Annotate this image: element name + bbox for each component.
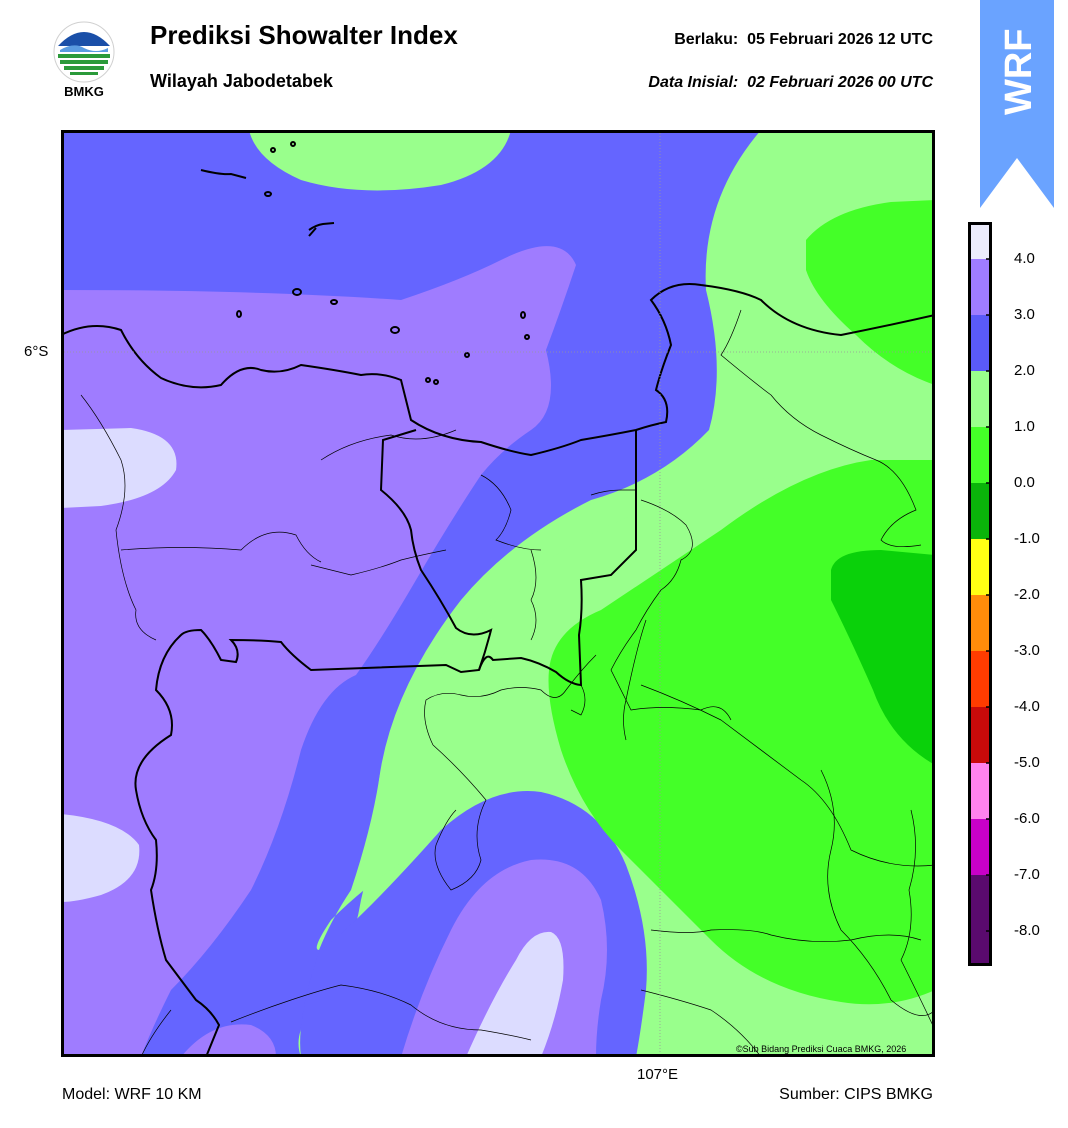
contour-3-to-4-southwest xyxy=(61,814,140,902)
colorbar-tick-label: 3.0 xyxy=(1014,306,1035,323)
colorbar-segment xyxy=(968,875,992,966)
valid-time-value: 05 Februari 2026 12 UTC xyxy=(747,31,933,48)
coast-west-jakarta xyxy=(61,283,935,457)
colorbar-tick-label: 2.0 xyxy=(1014,362,1035,379)
contour-2-to-3-southwest-corner xyxy=(181,1024,276,1057)
district-line xyxy=(570,684,586,716)
island xyxy=(270,147,276,153)
contour-3-to-4-south xyxy=(466,931,564,1057)
district-line xyxy=(623,619,647,741)
colorbar-tick-label: -2.0 xyxy=(1014,586,1040,603)
valid-time: Berlaku: 05 Februari 2026 12 UTC xyxy=(674,31,933,49)
island xyxy=(433,379,439,385)
longitude-label: 107°E xyxy=(637,1066,679,1083)
colorbar-tick-label: -3.0 xyxy=(1014,642,1040,659)
colorbar-frame xyxy=(968,222,992,966)
model-label: Model: WRF 10 KM xyxy=(62,1086,202,1103)
colorbar-tick-label: -5.0 xyxy=(1014,754,1040,771)
district-line xyxy=(424,654,597,746)
colorbar-segment xyxy=(968,539,992,595)
thousand-islands xyxy=(200,141,530,385)
island xyxy=(264,191,272,197)
colorbar-tick-label: -6.0 xyxy=(1014,810,1040,827)
island xyxy=(200,169,247,179)
contour-neg1-to-0-northeast xyxy=(806,200,935,385)
logo-text: BMKG xyxy=(64,84,104,99)
island xyxy=(520,311,526,319)
colorbar xyxy=(968,222,992,966)
bmkg-logo xyxy=(52,20,116,100)
colorbar-segment xyxy=(968,483,992,539)
colorbar-segment xyxy=(968,427,992,483)
map-frame xyxy=(61,130,935,1057)
valid-label: Berlaku: xyxy=(674,31,739,48)
colorbar-segment xyxy=(968,259,992,315)
colorbar-segment xyxy=(968,222,992,259)
island xyxy=(292,288,302,296)
region-subtitle: Wilayah Jabodetabek xyxy=(150,71,333,91)
init-time-value: 02 Februari 2026 00 UTC xyxy=(747,74,933,91)
colorbar-segment xyxy=(968,819,992,875)
colorbar-svg xyxy=(968,222,992,966)
district-line xyxy=(640,989,762,1057)
province-boundary-banten xyxy=(134,429,493,1057)
contour-0-to-1-top xyxy=(249,130,511,191)
bmkg-logo-icon xyxy=(53,21,115,83)
colorbar-segment xyxy=(968,651,992,707)
district-line xyxy=(530,549,537,641)
island xyxy=(290,141,296,147)
colorbar-tick-label: 4.0 xyxy=(1014,250,1035,267)
district-boundaries xyxy=(80,309,935,1057)
district-line xyxy=(230,984,532,1041)
colorbar-segment xyxy=(968,763,992,819)
source-label: Sumber: CIPS BMKG xyxy=(779,1086,933,1103)
colorbar-segment xyxy=(968,595,992,651)
colorbar-segment xyxy=(968,315,992,371)
init-time: Data Inisial: 02 Februari 2026 00 UTC xyxy=(648,74,933,92)
island xyxy=(390,326,400,334)
district-line xyxy=(320,429,457,461)
district-line xyxy=(650,929,922,942)
map-copyright: ©Sub Bidang Prediksi Cuaca BMKG, 2026 xyxy=(736,1044,907,1054)
island xyxy=(524,334,530,340)
district-line xyxy=(590,489,636,496)
colorbar-segment xyxy=(968,371,992,427)
district-line xyxy=(610,499,732,721)
island xyxy=(308,222,335,237)
latitude-label: 6°S xyxy=(24,343,49,360)
contour-2-to-3-west xyxy=(61,246,576,1057)
wrf-badge: WRF xyxy=(980,0,1054,210)
island xyxy=(330,299,338,305)
colorbar-tick-label: -4.0 xyxy=(1014,698,1040,715)
island xyxy=(236,310,242,318)
district-line xyxy=(720,309,922,547)
up-arrow-banner-icon: WRF xyxy=(980,0,1054,208)
colorbar-tick-label: -8.0 xyxy=(1014,922,1040,939)
district-line xyxy=(432,744,487,891)
district-line xyxy=(310,549,447,576)
district-line xyxy=(80,394,157,641)
district-line xyxy=(120,531,322,563)
contour-neg2-to-neg1 xyxy=(831,550,935,765)
colorbar-tick-label: 1.0 xyxy=(1014,418,1035,435)
contour-3-to-4-west xyxy=(61,428,177,508)
colorbar-tick-label: 0.0 xyxy=(1014,474,1035,491)
district-line xyxy=(640,684,935,867)
island xyxy=(464,352,470,358)
colorbar-tick-label: -1.0 xyxy=(1014,530,1040,547)
district-line xyxy=(140,1009,172,1057)
map-canvas xyxy=(61,130,935,1057)
showalter-index-map xyxy=(61,130,935,1057)
wrf-badge-text: WRF xyxy=(998,28,1040,115)
colorbar-tick-label: -7.0 xyxy=(1014,866,1040,883)
colorbar-segment xyxy=(968,707,992,763)
page-title: Prediksi Showalter Index xyxy=(150,20,458,50)
district-line xyxy=(820,769,935,1016)
init-label: Data Inisial: xyxy=(648,74,739,91)
district-line xyxy=(900,809,935,1031)
island xyxy=(425,377,431,383)
district-line xyxy=(480,474,542,551)
